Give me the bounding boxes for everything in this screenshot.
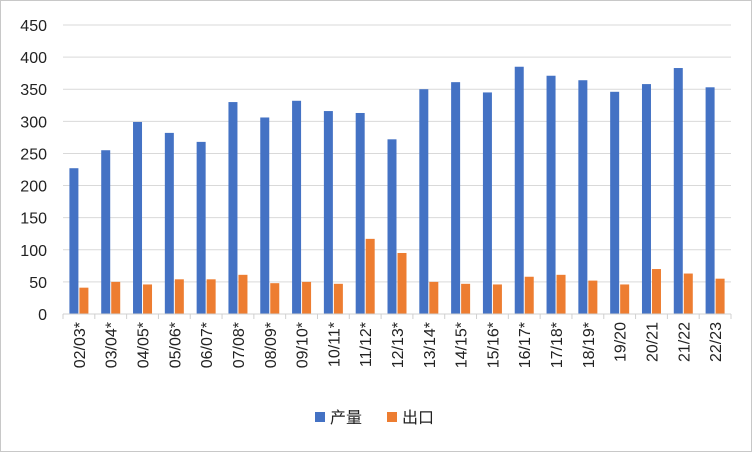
bar-production xyxy=(546,75,556,314)
y-tick-label: 50 xyxy=(29,275,47,292)
bar-export xyxy=(429,281,439,314)
x-tick-label: 12/13* xyxy=(390,322,407,368)
bar-production xyxy=(292,100,302,314)
bar-production xyxy=(610,91,620,315)
bar-export xyxy=(397,252,407,314)
bar-production xyxy=(101,150,111,314)
bar-production xyxy=(260,117,270,314)
bar-production xyxy=(69,168,79,314)
x-tick-label: 05/06* xyxy=(167,322,184,368)
bar-export xyxy=(206,279,216,314)
bar-export xyxy=(143,284,153,314)
bar-export xyxy=(715,278,725,314)
x-tick-label: 04/05* xyxy=(136,322,153,368)
bar-production xyxy=(451,82,461,314)
bar-production xyxy=(228,102,238,314)
y-tick-label: 200 xyxy=(20,179,47,196)
bar-production xyxy=(133,121,143,314)
legend-label-export: 出口 xyxy=(402,408,434,427)
gridlines xyxy=(63,24,731,283)
bar-production xyxy=(355,112,365,315)
y-tick-label: 350 xyxy=(20,82,47,99)
bar-production xyxy=(641,84,651,314)
bar-export xyxy=(302,281,312,314)
bar-production xyxy=(514,66,524,314)
bar-export xyxy=(492,284,502,314)
x-tick-label: 13/14* xyxy=(422,322,439,368)
bar-export xyxy=(651,269,661,314)
x-tick-label: 22/23 xyxy=(708,322,725,362)
x-tick-label: 11/12* xyxy=(358,322,375,367)
bar-export xyxy=(524,276,534,314)
bar-production xyxy=(387,139,397,314)
x-tick-label: 02/03* xyxy=(72,322,89,368)
x-tick-label: 17/18* xyxy=(549,322,566,368)
bar-export xyxy=(270,283,280,314)
y-axis-tick-labels: 0 50 100 150 200 250 300 350 400 450 xyxy=(20,18,47,324)
bar-production xyxy=(196,141,206,314)
y-tick-label: 250 xyxy=(20,146,47,163)
bar-export xyxy=(365,238,375,314)
x-tick-label: 07/08* xyxy=(231,322,248,368)
bar-production xyxy=(482,92,492,314)
y-tick-label: 450 xyxy=(20,18,47,35)
bar-production xyxy=(323,111,333,315)
x-tick-label: 21/22 xyxy=(676,322,693,362)
x-tick-label: 19/20 xyxy=(613,322,630,362)
bar-production xyxy=(164,132,174,314)
bar-export xyxy=(461,283,471,314)
legend-swatch-export xyxy=(387,412,397,422)
x-tick-label: 06/07* xyxy=(199,322,216,368)
bar-production xyxy=(673,68,683,314)
bar-export xyxy=(79,287,89,314)
y-tick-label: 300 xyxy=(20,114,47,131)
legend: 产量 出口 xyxy=(315,408,434,427)
y-tick-label: 100 xyxy=(20,243,47,260)
y-tick-label: 400 xyxy=(20,50,47,67)
bar-production xyxy=(578,80,588,314)
bar-export xyxy=(111,281,121,314)
y-tick-label: 0 xyxy=(38,307,47,324)
x-tick-label: 09/10* xyxy=(295,322,312,368)
bar-export xyxy=(238,274,248,314)
x-tick-label: 16/17* xyxy=(517,322,534,368)
x-tick-label: 15/16* xyxy=(485,322,502,368)
bar-export xyxy=(333,283,343,314)
x-axis-tick-labels: 02/03* 03/04* 04/05* 05/06* 06/07* 07/08* 08/0… xyxy=(72,322,725,368)
y-tick-label: 150 xyxy=(20,211,47,228)
bar-export xyxy=(588,280,598,314)
axes xyxy=(62,313,732,319)
bar-production xyxy=(419,89,429,314)
x-tick-label: 08/09* xyxy=(263,322,280,368)
legend-label-production: 产量 xyxy=(330,408,362,427)
bar-export xyxy=(174,279,184,314)
x-tick-label: 03/04* xyxy=(104,322,121,368)
x-tick-label: 20/21 xyxy=(644,322,661,362)
bars xyxy=(69,66,725,315)
bar-export xyxy=(556,274,566,314)
legend-swatch-production xyxy=(315,412,325,422)
x-tick-label: 14/15* xyxy=(454,322,471,368)
bar-export xyxy=(683,273,693,314)
bar-export xyxy=(620,284,630,314)
bar-production xyxy=(705,87,715,314)
x-tick-label: 18/19* xyxy=(581,322,598,368)
x-tick-label: 10/11* xyxy=(326,322,343,367)
